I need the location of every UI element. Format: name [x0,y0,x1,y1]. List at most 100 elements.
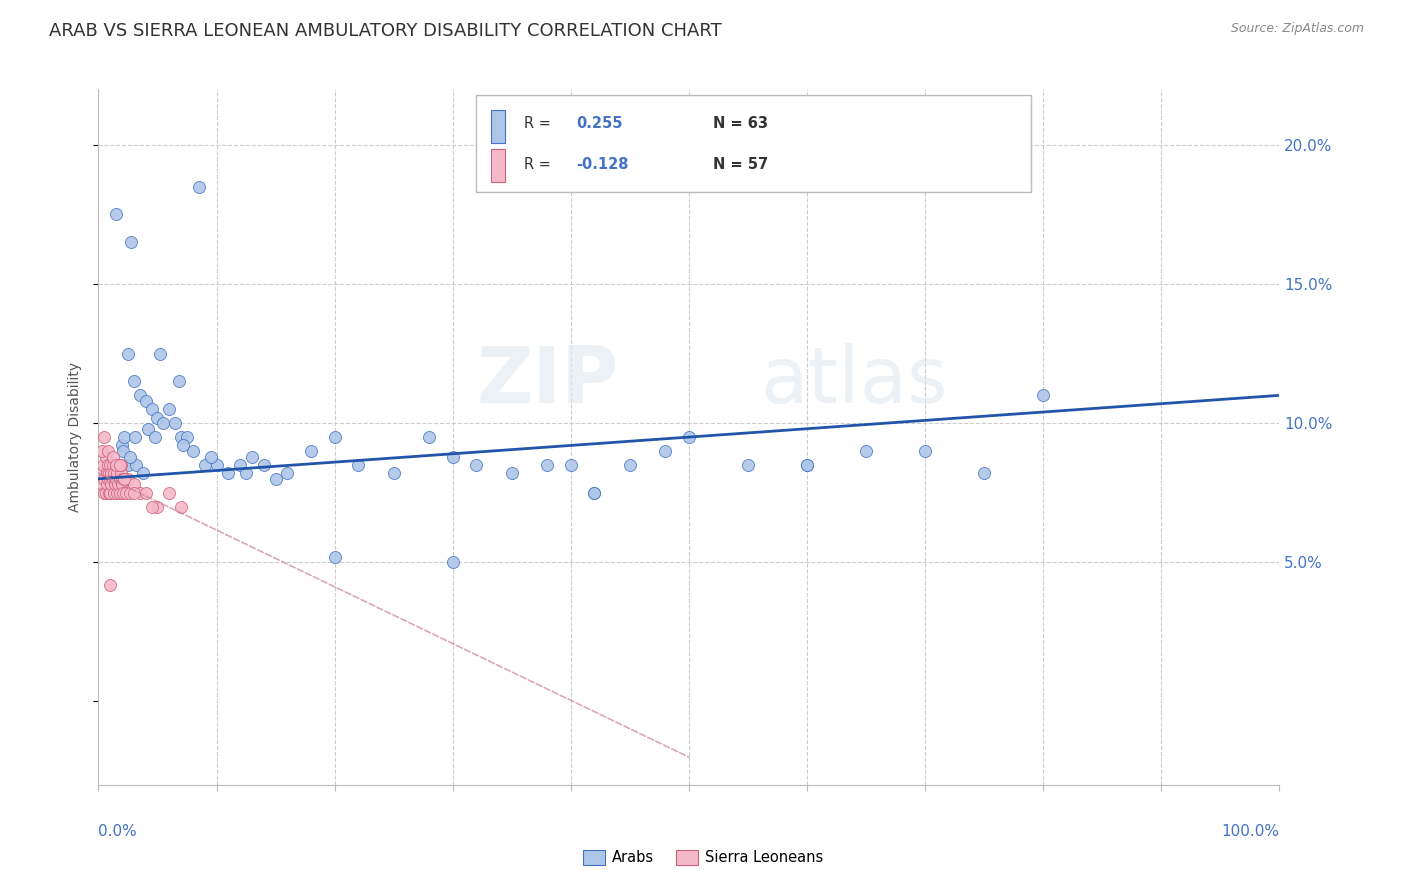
Point [108,485,131,500]
Point [122,485,145,500]
Text: R =: R = [523,117,551,131]
Point [165,416,187,430]
Point [619,458,641,472]
Point [91,477,114,491]
Point [132,467,155,481]
Point [94,485,117,500]
Point [235,467,257,481]
Point [583,485,606,500]
Point [973,467,995,481]
Text: 0.0%: 0.0% [98,824,138,838]
Point [94,450,117,464]
Point [100,477,122,491]
Point [128,485,150,500]
Point [418,430,440,444]
Point [217,467,239,481]
Point [187,179,209,194]
Point [104,477,127,491]
Point [111,477,134,491]
Point [135,393,157,408]
Point [128,388,150,402]
Point [172,438,194,452]
Point [737,458,759,472]
Point [200,450,222,464]
Point [101,472,124,486]
Point [120,450,142,464]
Point [240,450,263,464]
Point [141,500,163,514]
Point [105,458,128,472]
Point [796,458,818,472]
Point [181,444,204,458]
Point [108,458,131,472]
Point [91,458,114,472]
Text: atlas: atlas [761,343,948,419]
Point [120,485,142,500]
Point [264,472,287,486]
Point [441,450,464,464]
Point [114,485,136,500]
Point [253,458,276,472]
Point [146,410,169,425]
Point [121,235,143,250]
Point [98,485,121,500]
Point [108,458,131,472]
Point [276,467,298,481]
Point [560,458,582,472]
Legend: Arabs, Sierra Leoneans: Arabs, Sierra Leoneans [576,844,830,871]
Point [93,485,115,500]
Point [194,458,217,472]
Point [100,467,122,481]
Text: ZIP: ZIP [477,343,619,419]
Point [205,458,228,472]
Point [97,472,120,486]
Point [157,402,180,417]
Point [101,458,124,472]
Bar [491,110,505,144]
Point [117,472,139,486]
Point [323,430,346,444]
Point [103,467,125,481]
Text: -0.128: -0.128 [576,157,630,172]
Point [98,485,121,500]
Point [1032,388,1054,402]
Point [855,444,877,458]
Point [107,458,129,472]
Point [98,472,121,486]
Point [112,430,135,444]
Point [96,477,118,491]
Point [96,467,118,481]
Point [382,467,405,481]
Point [124,430,146,444]
Point [112,472,135,486]
Point [112,485,135,500]
Point [110,467,132,481]
Point [143,430,166,444]
Point [157,485,180,500]
Point [167,375,190,389]
Point [105,207,128,221]
Point [98,458,121,472]
Point [107,477,129,491]
Point [105,472,128,486]
Point [323,549,346,564]
Text: R =: R = [523,157,551,172]
Point [170,500,193,514]
Point [117,458,139,472]
Point [112,444,135,458]
Point [91,444,114,458]
Point [93,430,115,444]
Point [111,472,134,486]
Point [105,467,128,481]
Point [465,458,488,472]
Point [654,444,676,458]
Point [125,458,148,472]
Text: ARAB VS SIERRA LEONEAN AMBULATORY DISABILITY CORRELATION CHART: ARAB VS SIERRA LEONEAN AMBULATORY DISABI… [49,22,721,40]
Point [135,485,157,500]
Point [122,477,145,491]
Point [101,450,124,464]
Point [501,467,523,481]
Point [583,485,606,500]
Point [141,402,163,417]
Text: 0.255: 0.255 [576,117,623,131]
